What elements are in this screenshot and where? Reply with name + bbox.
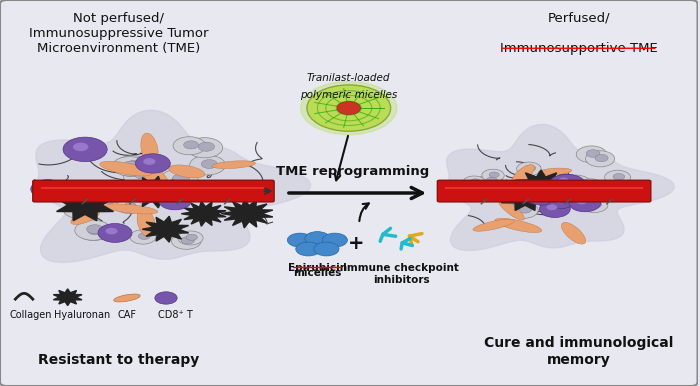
Circle shape: [470, 179, 481, 185]
Circle shape: [178, 231, 203, 245]
Polygon shape: [181, 201, 226, 226]
Circle shape: [576, 146, 607, 163]
Ellipse shape: [561, 222, 586, 244]
Circle shape: [571, 181, 581, 187]
Text: Resistant to therapy: Resistant to therapy: [38, 353, 200, 367]
Circle shape: [116, 199, 142, 213]
Circle shape: [524, 165, 536, 171]
Circle shape: [557, 179, 570, 186]
Circle shape: [536, 187, 547, 194]
Circle shape: [532, 198, 554, 211]
Circle shape: [136, 159, 172, 179]
Circle shape: [540, 185, 551, 191]
Circle shape: [533, 182, 556, 195]
Circle shape: [139, 233, 150, 239]
Circle shape: [518, 206, 531, 213]
Circle shape: [106, 228, 118, 234]
Circle shape: [585, 151, 615, 167]
Circle shape: [307, 85, 391, 131]
Circle shape: [540, 200, 570, 217]
Polygon shape: [36, 110, 311, 262]
Circle shape: [613, 173, 624, 180]
Circle shape: [554, 199, 564, 204]
FancyBboxPatch shape: [438, 180, 651, 202]
Polygon shape: [447, 124, 674, 251]
Circle shape: [105, 190, 118, 197]
Circle shape: [159, 192, 191, 210]
Circle shape: [123, 166, 158, 185]
Ellipse shape: [169, 165, 205, 178]
Ellipse shape: [104, 204, 158, 214]
Ellipse shape: [113, 294, 140, 302]
Circle shape: [173, 137, 206, 155]
Circle shape: [539, 196, 571, 213]
Circle shape: [160, 169, 198, 190]
Circle shape: [586, 150, 600, 157]
Ellipse shape: [473, 219, 514, 231]
Circle shape: [144, 158, 155, 165]
Text: Epirubicin: Epirubicin: [288, 263, 347, 273]
Circle shape: [166, 196, 178, 202]
Polygon shape: [557, 182, 601, 207]
Circle shape: [571, 179, 584, 186]
Circle shape: [547, 196, 568, 208]
Ellipse shape: [137, 208, 155, 237]
Circle shape: [486, 177, 497, 183]
Circle shape: [149, 184, 162, 191]
Ellipse shape: [141, 133, 158, 165]
Circle shape: [190, 155, 225, 175]
Circle shape: [581, 198, 608, 213]
Circle shape: [314, 242, 339, 256]
Circle shape: [532, 186, 559, 201]
Text: Perfused/: Perfused/: [547, 12, 610, 25]
Ellipse shape: [495, 218, 542, 233]
Circle shape: [509, 202, 538, 218]
Circle shape: [98, 223, 132, 242]
Polygon shape: [125, 176, 182, 208]
Polygon shape: [516, 170, 566, 200]
Polygon shape: [501, 184, 549, 210]
Circle shape: [587, 181, 597, 187]
Circle shape: [88, 227, 102, 235]
Text: +: +: [347, 234, 364, 253]
Ellipse shape: [100, 161, 152, 176]
Circle shape: [74, 205, 88, 213]
Circle shape: [134, 170, 150, 179]
Circle shape: [553, 174, 580, 189]
Text: TME reprogramming: TME reprogramming: [276, 164, 429, 178]
Circle shape: [528, 183, 562, 202]
Circle shape: [135, 154, 170, 173]
Circle shape: [489, 172, 499, 178]
Circle shape: [133, 180, 172, 202]
Circle shape: [322, 233, 347, 247]
Circle shape: [576, 198, 587, 204]
FancyBboxPatch shape: [33, 180, 274, 202]
Circle shape: [595, 154, 608, 162]
Circle shape: [155, 292, 177, 304]
Circle shape: [73, 143, 88, 151]
Circle shape: [139, 183, 173, 201]
Circle shape: [589, 201, 602, 208]
Circle shape: [554, 198, 564, 203]
Circle shape: [130, 230, 156, 244]
Circle shape: [202, 159, 218, 169]
Circle shape: [569, 194, 601, 212]
Ellipse shape: [498, 199, 524, 220]
Circle shape: [482, 169, 504, 181]
Circle shape: [31, 180, 65, 198]
Circle shape: [541, 190, 554, 196]
Circle shape: [296, 242, 321, 256]
Circle shape: [183, 141, 198, 149]
Circle shape: [220, 182, 256, 201]
Circle shape: [304, 232, 330, 245]
Circle shape: [580, 179, 602, 191]
Polygon shape: [53, 289, 82, 306]
Text: Collagen: Collagen: [9, 310, 52, 320]
Circle shape: [547, 204, 557, 210]
Circle shape: [125, 202, 136, 209]
Circle shape: [531, 190, 545, 196]
Circle shape: [549, 174, 585, 195]
Polygon shape: [142, 216, 188, 242]
Circle shape: [300, 81, 397, 135]
